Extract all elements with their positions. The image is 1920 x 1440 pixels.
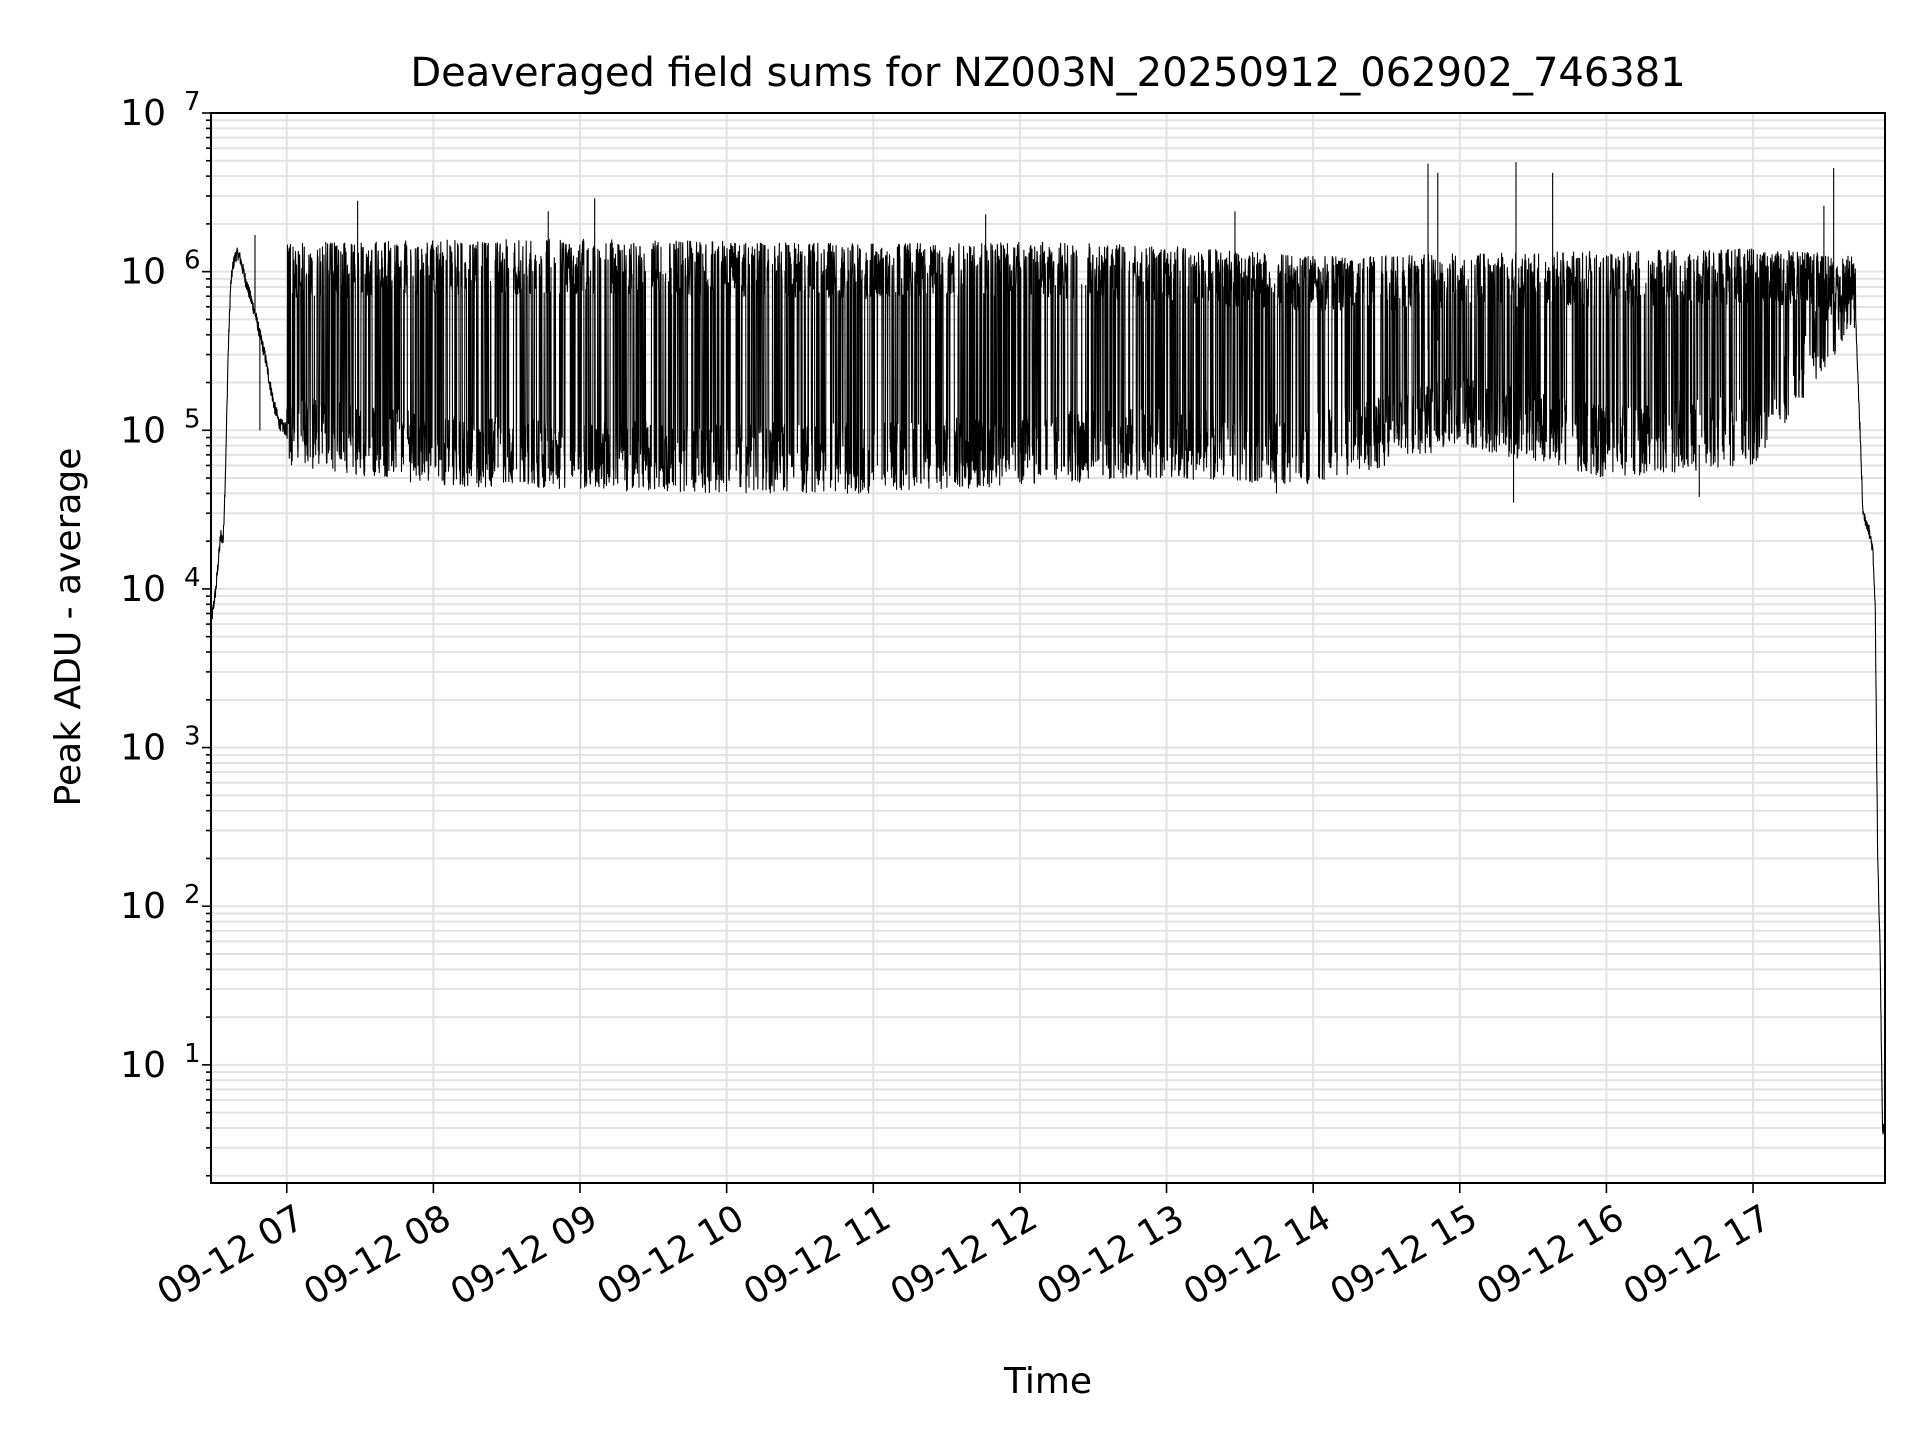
series-line [211, 238, 1885, 1135]
y-tick-label: 10 [120, 1045, 166, 1086]
y-tick-exponent: 6 [184, 246, 201, 276]
y-tick-exponent: 3 [184, 722, 201, 752]
plot-area-frame [210, 112, 1886, 1184]
grid-lines [211, 112, 1885, 1183]
x-axis-label: Time [1003, 1361, 1092, 1402]
chart-title: Deaveraged field sums for NZ003N_2025091… [410, 50, 1685, 96]
y-tick-label: 10 [120, 728, 166, 769]
y-axis-label: Peak ADU - average [48, 448, 89, 807]
y-tick-label: 10 [120, 569, 166, 610]
y-tick-exponent: 2 [184, 880, 201, 910]
y-tick-label: 10 [120, 93, 166, 134]
y-tick-exponent: 4 [184, 563, 201, 593]
y-tick-label: 10 [120, 252, 166, 293]
y-tick-exponent: 1 [184, 1039, 201, 1069]
series-group [211, 162, 1885, 1135]
y-tick-label: 10 [120, 410, 166, 451]
y-tick-exponent: 5 [184, 404, 201, 434]
y-tick-label: 10 [120, 886, 166, 927]
y-tick-exponent: 7 [184, 87, 201, 117]
